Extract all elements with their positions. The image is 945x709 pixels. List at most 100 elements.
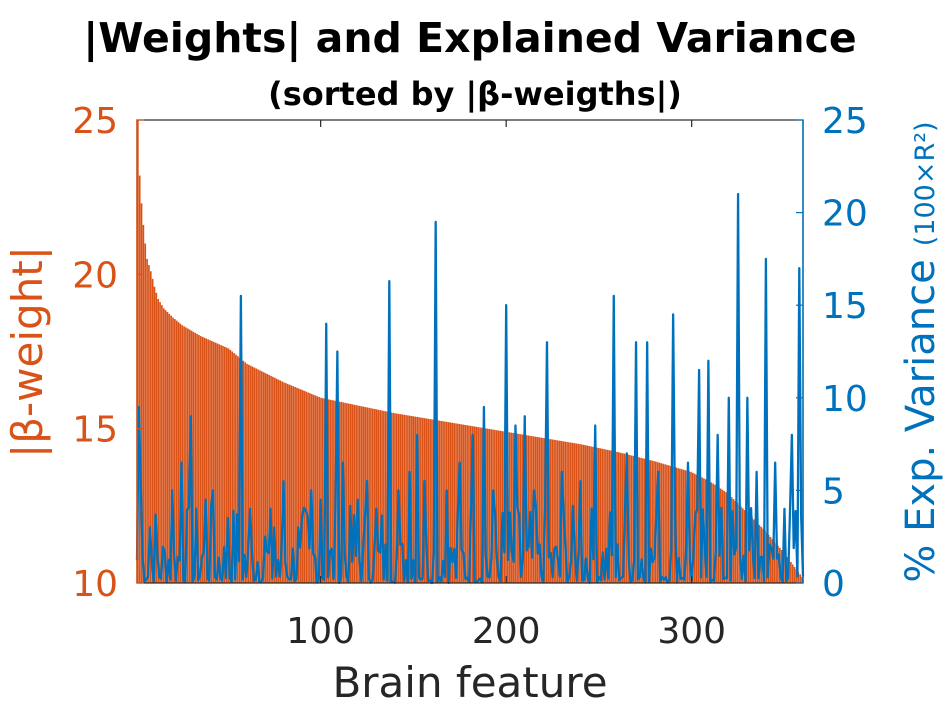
bar-177 bbox=[462, 424, 465, 583]
bar-76 bbox=[275, 378, 278, 583]
bar-4 bbox=[142, 224, 145, 583]
bar-126 bbox=[368, 407, 370, 583]
left-y-tick-label-25: 25 bbox=[72, 101, 118, 142]
right-y-tick-label-5: 5 bbox=[822, 471, 845, 512]
bar-3 bbox=[140, 203, 143, 583]
bar-81 bbox=[285, 383, 287, 583]
bar-133 bbox=[381, 410, 383, 583]
bar-286 bbox=[664, 464, 666, 583]
bar-274 bbox=[642, 458, 644, 583]
bar-344 bbox=[771, 539, 774, 583]
bar-23 bbox=[177, 322, 180, 583]
bar-228 bbox=[556, 440, 559, 583]
bar-354 bbox=[790, 562, 792, 583]
bar-37 bbox=[203, 337, 206, 583]
bar-98 bbox=[316, 396, 319, 583]
bar-28 bbox=[186, 328, 189, 583]
bar-52 bbox=[231, 351, 234, 583]
chart-subtitle: (sorted by |β-weigths|) bbox=[268, 75, 682, 114]
bar-100 bbox=[320, 397, 322, 583]
bar-94 bbox=[309, 393, 311, 583]
bar-91 bbox=[303, 390, 306, 583]
bar-7 bbox=[148, 265, 150, 583]
bar-11 bbox=[155, 292, 158, 583]
bar-89 bbox=[299, 389, 302, 583]
bar-49 bbox=[225, 347, 228, 583]
bar-92 bbox=[305, 391, 308, 583]
bar-122 bbox=[360, 406, 363, 583]
right-y-axis-label: % Exp. Variance (100×R²) bbox=[898, 121, 944, 582]
bar-60 bbox=[246, 363, 248, 583]
bar-72 bbox=[268, 374, 271, 583]
bar-65 bbox=[255, 368, 258, 583]
bar-10 bbox=[153, 286, 156, 583]
bar-78 bbox=[279, 380, 282, 583]
bar-190 bbox=[486, 428, 489, 583]
bar-117 bbox=[351, 404, 354, 583]
bar-196 bbox=[497, 430, 500, 583]
bar-119 bbox=[355, 405, 357, 583]
bar-93 bbox=[307, 392, 309, 583]
bar-195 bbox=[495, 430, 498, 583]
bar-68 bbox=[260, 371, 263, 583]
right-y-tick-label-15: 15 bbox=[822, 286, 868, 327]
bar-312 bbox=[712, 483, 715, 583]
bar-245 bbox=[588, 446, 591, 583]
bar-162 bbox=[434, 420, 437, 583]
bar-229 bbox=[558, 440, 561, 583]
bar-192 bbox=[490, 429, 493, 583]
bar-135 bbox=[384, 411, 387, 583]
bar-198 bbox=[501, 431, 504, 583]
bar-25 bbox=[181, 325, 184, 583]
bar-254 bbox=[605, 449, 607, 583]
bar-1 bbox=[137, 120, 139, 583]
bar-170 bbox=[449, 422, 452, 583]
bar-262 bbox=[619, 452, 622, 583]
bar-288 bbox=[667, 465, 670, 583]
bar-294 bbox=[679, 468, 681, 583]
bar-260 bbox=[616, 451, 618, 583]
bar-155 bbox=[421, 417, 424, 583]
bar-328 bbox=[741, 508, 744, 583]
bar-73 bbox=[270, 375, 272, 583]
bar-282 bbox=[656, 462, 659, 583]
left-y-tick-label-20: 20 bbox=[72, 255, 118, 296]
bar-83 bbox=[288, 384, 291, 583]
bar-180 bbox=[468, 425, 470, 583]
bar-234 bbox=[568, 442, 570, 583]
bar-44 bbox=[216, 343, 219, 583]
bar-356 bbox=[793, 566, 796, 583]
bar-129 bbox=[373, 408, 376, 583]
bar-143 bbox=[399, 414, 402, 583]
bar-184 bbox=[475, 426, 478, 583]
bar-2 bbox=[138, 175, 141, 583]
bar-212 bbox=[527, 435, 530, 583]
bar-106 bbox=[331, 400, 333, 583]
bar-105 bbox=[329, 399, 332, 583]
bar-278 bbox=[649, 460, 652, 583]
bar-207 bbox=[518, 433, 520, 583]
bar-359 bbox=[799, 574, 801, 583]
bar-88 bbox=[297, 388, 300, 583]
bar-17 bbox=[166, 311, 169, 583]
bar-169 bbox=[447, 422, 450, 583]
bar-250 bbox=[597, 447, 600, 583]
bar-123 bbox=[362, 406, 365, 583]
bar-272 bbox=[638, 457, 641, 583]
bar-329 bbox=[743, 510, 746, 583]
bar-178 bbox=[464, 424, 467, 583]
bar-303 bbox=[695, 474, 698, 583]
bar-39 bbox=[207, 339, 209, 583]
bar-224 bbox=[549, 439, 552, 583]
right-y-tick-label-20: 20 bbox=[822, 194, 868, 235]
bar-141 bbox=[396, 413, 398, 583]
bar-118 bbox=[353, 404, 356, 583]
bar-12 bbox=[157, 299, 160, 583]
bar-48 bbox=[223, 346, 226, 583]
bar-186 bbox=[479, 427, 481, 583]
bar-40 bbox=[209, 340, 211, 583]
bar-145 bbox=[403, 414, 406, 583]
bar-62 bbox=[249, 365, 252, 583]
bar-41 bbox=[211, 341, 213, 583]
bar-165 bbox=[440, 420, 443, 583]
